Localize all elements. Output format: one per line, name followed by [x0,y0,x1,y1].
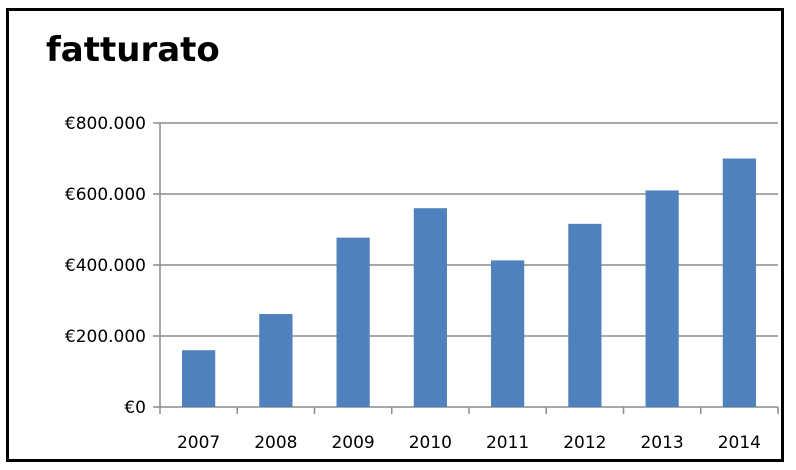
bar-2013 [645,190,679,407]
x-tick-label: 2011 [486,433,529,453]
bar-2011 [491,260,525,407]
x-tick-label: 2012 [563,433,606,453]
y-tick-label: €200.000 [65,327,146,347]
y-tick-label: €800.000 [65,114,146,134]
y-tick-label: €400.000 [65,256,146,276]
x-tick-label: 2010 [409,433,452,453]
x-tick-label: 2007 [177,433,220,453]
bar-2010 [413,208,447,407]
bars [182,158,756,407]
x-tick-labels: 2007 2008 2009 2010 2011 2012 2013 2014 [177,433,761,453]
bar-2014 [722,158,756,407]
y-tick-labels: €0 €200.000 €400.000 €600.000 €800.000 [65,114,146,418]
x-tick-label: 2008 [254,433,297,453]
axes [153,122,779,414]
bar-2009 [336,237,370,407]
x-tick-label: 2009 [331,433,374,453]
bar-2007 [182,350,216,407]
y-tick-label: €0 [124,398,146,418]
x-tick-label: 2014 [718,433,761,453]
y-tick-label: €600.000 [65,185,146,205]
x-tick-label: 2013 [640,433,683,453]
bar-2008 [259,313,293,407]
chart-title: fatturato [46,30,220,70]
bar-2012 [568,223,602,407]
gridlines [160,122,778,337]
